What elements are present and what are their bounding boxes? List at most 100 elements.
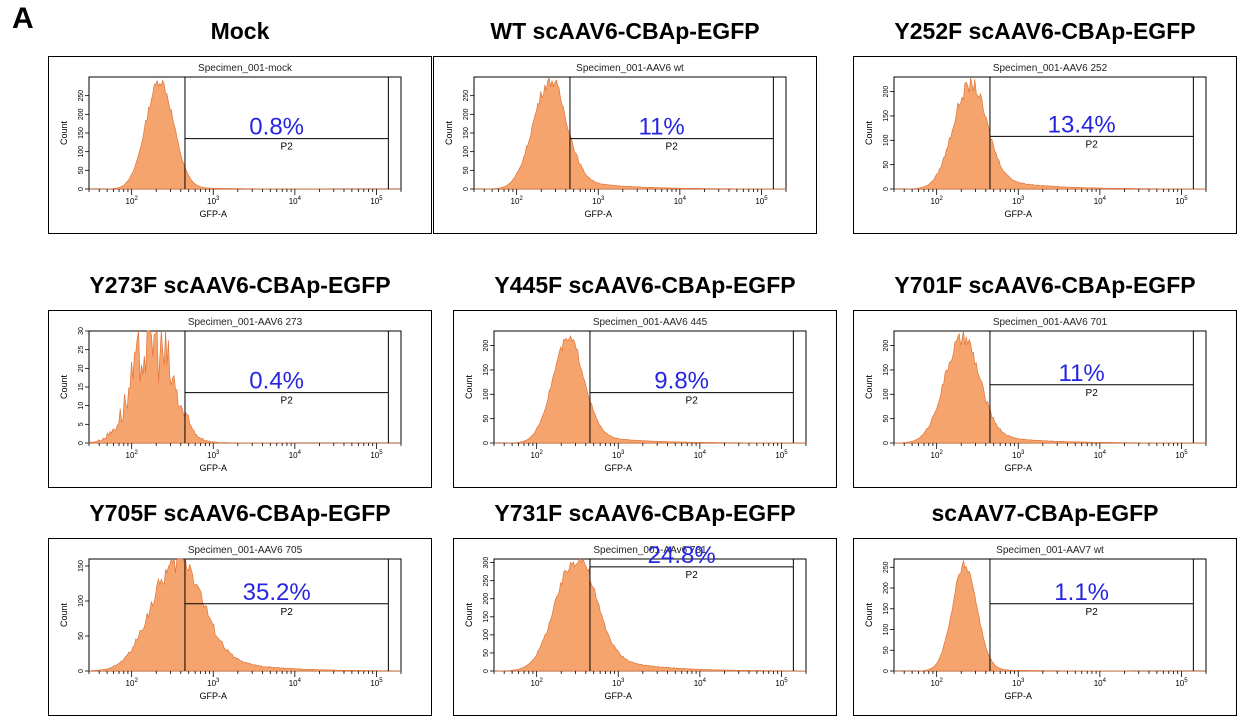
- x-tick-label: 104: [694, 450, 707, 460]
- percent-label: 24.8%: [648, 542, 716, 569]
- panel-title: Y731F scAAV6-CBAp-EGFP: [494, 500, 796, 526]
- y-tick-label: 100: [78, 146, 85, 158]
- gate-label: P2: [281, 396, 294, 407]
- x-tick-label: 103: [612, 450, 625, 460]
- y-tick-label: 0: [483, 441, 490, 445]
- x-tick-label: 103: [612, 678, 625, 688]
- x-tick-label: 102: [931, 196, 944, 206]
- gate-label: P2: [281, 607, 294, 618]
- y-tick-label: 0: [78, 441, 85, 445]
- panel-title: Y273F scAAV6-CBAp-EGFP: [89, 272, 391, 298]
- y-axis-label: Count: [464, 603, 474, 628]
- gate-label: P2: [1086, 139, 1099, 150]
- y-axis-label: Count: [59, 121, 69, 146]
- x-tick-label: 103: [1012, 678, 1025, 688]
- y-axis-label: Count: [864, 603, 874, 628]
- percent-label: 0.8%: [249, 114, 304, 141]
- y-tick-label: 150: [78, 560, 85, 572]
- y-tick-label: 200: [78, 108, 85, 120]
- percent-label: 11%: [639, 114, 685, 141]
- y-axis: 0 50 100 150 200: [883, 340, 894, 445]
- y-tick-label: 250: [463, 90, 470, 102]
- y-tick-label: 50: [483, 649, 490, 657]
- y-tick-label: 200: [883, 582, 890, 594]
- x-axis: 102 103 104 105: [88, 443, 402, 460]
- x-tick-label: 103: [207, 196, 220, 206]
- x-tick-label: 104: [1094, 678, 1107, 688]
- gate-label: P2: [1086, 607, 1099, 618]
- specimen-label: Specimen_001-mock: [198, 63, 293, 74]
- y-tick-label: 150: [78, 127, 85, 139]
- y-axis: 0 50 100 150: [78, 560, 89, 673]
- y-tick-label: 0: [78, 187, 85, 191]
- histogram-series: [894, 77, 1207, 190]
- y-axis-label: Count: [864, 121, 874, 146]
- x-axis: 102 103 104 105: [893, 443, 1207, 460]
- x-tick-label: 105: [370, 450, 383, 460]
- histogram-series: [88, 330, 401, 444]
- y-tick-label: 0: [78, 669, 85, 673]
- x-axis: 102 103 104 105: [88, 189, 402, 206]
- y-tick-label: 250: [483, 575, 490, 587]
- y-axis: 0 50 100 150 200 250: [463, 90, 474, 191]
- specimen-label: Specimen_001-AAV6 wt: [576, 63, 684, 74]
- histogram-panel: Y252F scAAV6-CBAp-EGFP Specimen_001-AAV6 …: [845, 18, 1245, 243]
- panel-label: A: [12, 2, 34, 35]
- x-axis: 102 103 104 105: [493, 671, 807, 688]
- panel-title: Y445F scAAV6-CBAp-EGFP: [494, 272, 796, 298]
- y-tick-label: 300: [483, 557, 490, 569]
- percent-label: 35.2%: [243, 579, 311, 606]
- x-tick-label: 104: [1094, 450, 1107, 460]
- y-tick-label: 100: [483, 388, 490, 400]
- x-tick-label: 103: [207, 678, 220, 688]
- histogram-series: [474, 76, 787, 190]
- y-axis: 0 5 10 15 20 25 30: [78, 327, 89, 445]
- y-tick-label: 100: [463, 146, 470, 158]
- x-tick-label: 103: [592, 196, 605, 206]
- x-axis-label: GFP-A: [199, 463, 227, 473]
- panel-title: Y705F scAAV6-CBAp-EGFP: [89, 500, 391, 526]
- gate-label: P2: [281, 142, 294, 153]
- y-tick-label: 30: [78, 327, 85, 335]
- percent-label: 13.4%: [1048, 111, 1116, 138]
- plot-frame: Specimen_001-AAV6 273 P2 0.4% 102 103 104 105 G…: [48, 310, 432, 488]
- specimen-label: Specimen_001-AAV6 701: [993, 317, 1108, 328]
- percent-label: 9.8%: [654, 368, 709, 395]
- y-tick-label: 150: [883, 110, 890, 122]
- y-tick-label: 100: [78, 595, 85, 607]
- x-tick-label: 105: [370, 196, 383, 206]
- x-axis-label: GFP-A: [1004, 691, 1032, 701]
- y-tick-label: 0: [883, 187, 890, 191]
- x-axis: 102 103 104 105: [88, 671, 402, 688]
- y-tick-label: 50: [78, 632, 85, 640]
- y-tick-label: 100: [883, 134, 890, 146]
- y-tick-label: 150: [883, 364, 890, 376]
- x-axis: 102 103 104 105: [493, 443, 807, 460]
- panel-title: scAAV7-CBAp-EGFP: [931, 500, 1159, 526]
- x-axis-label: GFP-A: [604, 463, 632, 473]
- y-tick-label: 50: [78, 166, 85, 174]
- histogram-panel: Y701F scAAV6-CBAp-EGFP Specimen_001-AAV6 …: [845, 272, 1245, 497]
- x-tick-label: 104: [694, 678, 707, 688]
- panel-title: Y252F scAAV6-CBAp-EGFP: [894, 18, 1196, 44]
- x-tick-label: 103: [207, 450, 220, 460]
- y-tick-label: 100: [483, 629, 490, 641]
- x-tick-label: 102: [931, 450, 944, 460]
- x-tick-label: 104: [289, 678, 302, 688]
- histogram-series: [494, 335, 807, 444]
- x-tick-label: 103: [1012, 450, 1025, 460]
- gate-label: P2: [1086, 388, 1099, 399]
- y-axis-label: Count: [864, 375, 874, 400]
- x-tick-label: 102: [531, 450, 544, 460]
- y-tick-label: 200: [483, 593, 490, 605]
- specimen-label: Specimen_001-AAv6 731: [593, 545, 707, 556]
- x-tick-label: 105: [755, 196, 768, 206]
- x-axis: 102 103 104 105: [893, 671, 1207, 688]
- y-tick-label: 0: [483, 669, 490, 673]
- histogram-svg: Specimen_001-mock P20.8% 102 103 104 105 GFP-A…: [59, 63, 402, 219]
- x-tick-label: 102: [126, 196, 139, 206]
